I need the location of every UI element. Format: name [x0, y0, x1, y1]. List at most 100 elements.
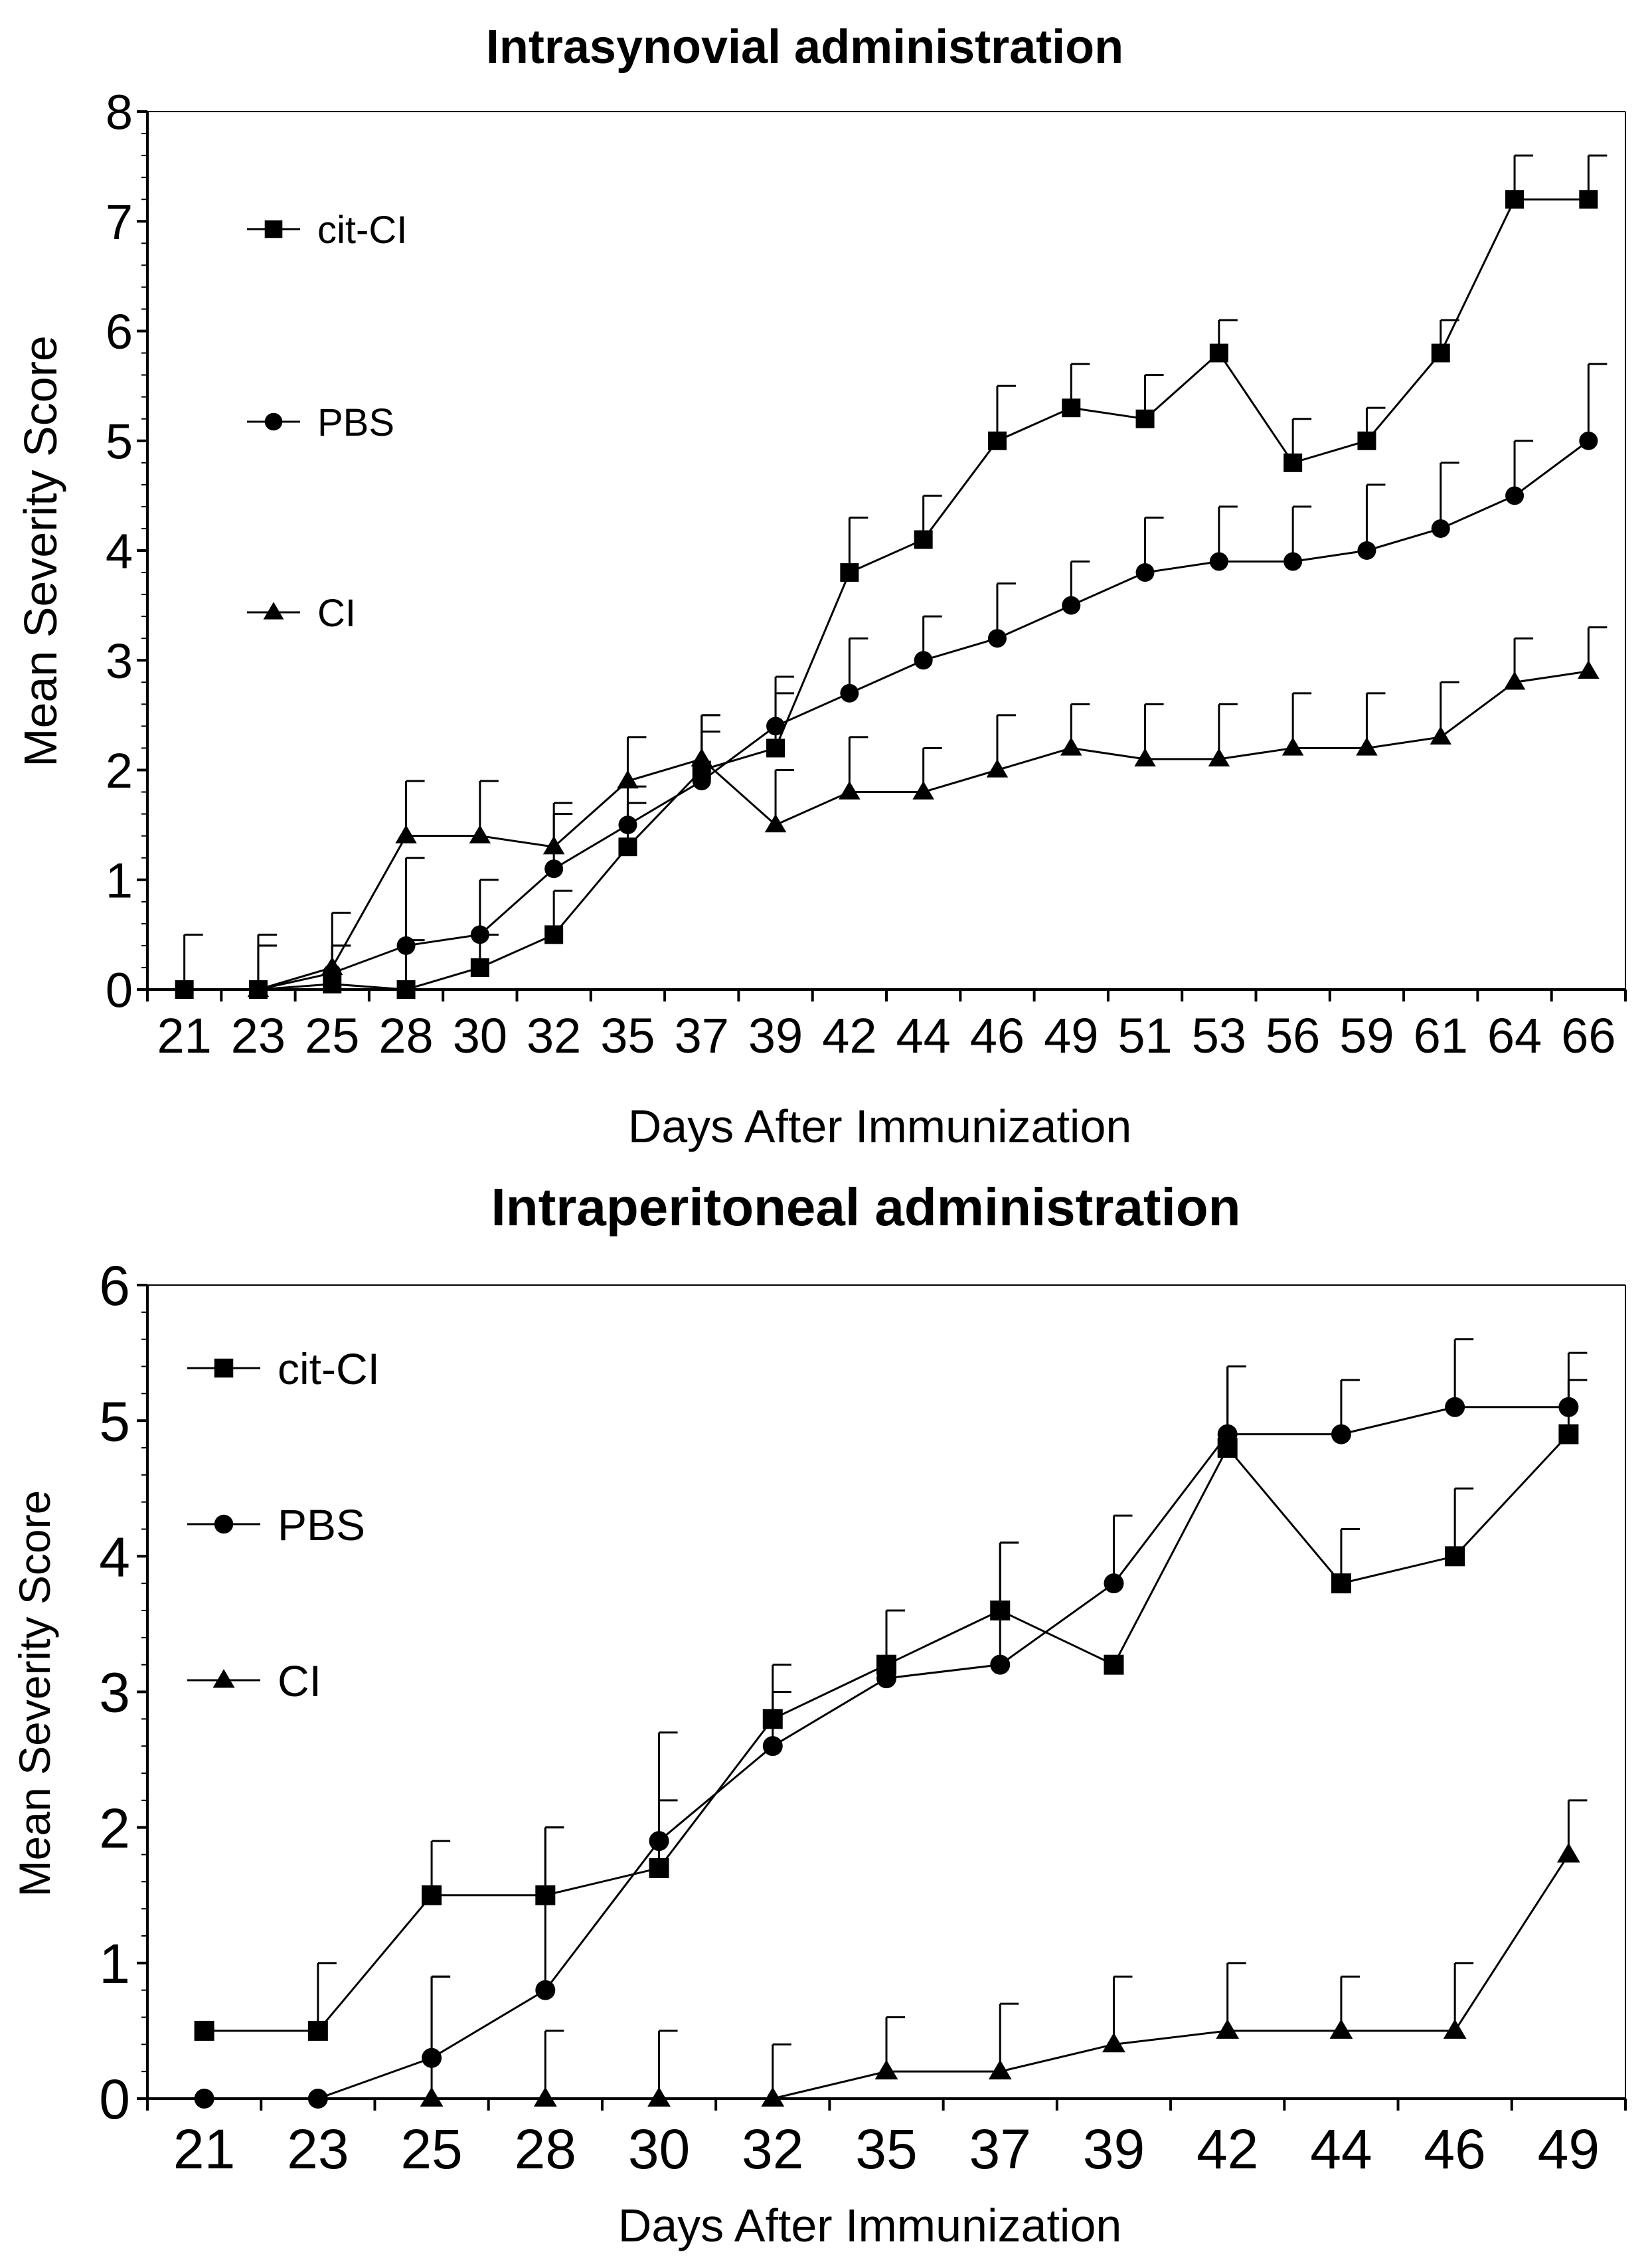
data-point: [1357, 541, 1376, 560]
data-point: [1060, 737, 1082, 756]
y-tick-label: 5: [106, 414, 133, 469]
data-point: [761, 2087, 785, 2107]
data-point: [1209, 343, 1228, 363]
legend-marker: [263, 602, 284, 620]
data-point: [420, 2087, 444, 2107]
x-tick-label: 32: [527, 1008, 581, 1063]
x-tick-label: 66: [1561, 1008, 1615, 1063]
y-axis-label: Mean Severity Score: [10, 1490, 59, 1897]
data-point: [762, 1736, 783, 1757]
data-point: [1503, 671, 1526, 690]
y-tick-label: 0: [106, 963, 133, 1018]
data-point: [395, 825, 417, 843]
data-point: [1283, 453, 1303, 472]
x-tick-label: 30: [453, 1008, 507, 1063]
x-tick-label: 28: [515, 2118, 576, 2180]
data-point: [840, 563, 859, 582]
chart-intraperitoneal: Intraperitoneal administration Days Afte…: [10, 1177, 1627, 2251]
legend-label: CI: [317, 592, 356, 635]
legend-item-cit-ci: cit-CI: [187, 1344, 380, 1393]
data-point: [247, 978, 270, 998]
data-point: [194, 2020, 214, 2041]
data-point: [175, 980, 194, 999]
data-point: [691, 748, 712, 767]
series-line: [204, 1433, 1570, 2032]
data-point: [1217, 1424, 1238, 1444]
x-tick-label: 59: [1339, 1008, 1394, 1063]
x-tick-label: 56: [1266, 1008, 1320, 1063]
data-point: [1331, 1424, 1351, 1444]
data-point: [1445, 1397, 1465, 1417]
x-tick-label: 32: [742, 2118, 803, 2180]
y-tick-label: 7: [106, 195, 133, 250]
x-tick-label: 25: [305, 1008, 359, 1063]
data-point: [1556, 1842, 1580, 1863]
data-point: [1102, 2032, 1125, 2053]
x-tick-label: 35: [855, 2118, 917, 2180]
data-point: [321, 956, 343, 976]
data-point: [1356, 737, 1378, 756]
x-tick-label: 44: [896, 1008, 950, 1063]
data-point: [1216, 2019, 1240, 2039]
legend-label: cit-CI: [278, 1344, 380, 1393]
data-point: [840, 683, 859, 703]
data-point: [533, 2087, 557, 2107]
data-point: [987, 629, 1007, 648]
data-point: [469, 825, 491, 843]
data-point: [990, 1654, 1011, 1675]
y-axis-label: Mean Severity Score: [15, 335, 66, 767]
legend-item-cit-ci: cit-CI: [247, 209, 407, 252]
x-tick-label: 30: [628, 2118, 690, 2180]
legend-marker: [214, 1514, 234, 1534]
data-point: [1135, 563, 1155, 582]
legend-item-ci: CI: [187, 1656, 321, 1705]
series-line: [184, 198, 1589, 991]
data-point: [1281, 737, 1304, 756]
data-point: [422, 1885, 442, 1905]
x-tick-label: 42: [822, 1008, 876, 1063]
series-cit-ci: [175, 154, 1608, 999]
y-tick-label: 3: [99, 1662, 130, 1724]
data-point: [544, 925, 564, 944]
data-point: [396, 980, 416, 999]
chart-intrasynovial: Intrasynovial administration Days After …: [15, 21, 1627, 1152]
data-point: [876, 1668, 896, 1689]
data-point: [986, 759, 1009, 778]
data-point: [649, 1858, 669, 1878]
data-point: [1430, 726, 1451, 745]
data-point: [1443, 2019, 1467, 2039]
data-point: [1329, 2019, 1353, 2039]
data-point: [535, 1980, 556, 2000]
series-ci: [247, 626, 1608, 998]
chart-title: Intraperitoneal administration: [491, 1177, 1240, 1237]
x-tick-label: 37: [675, 1008, 729, 1063]
data-point: [764, 814, 787, 833]
data-point: [1135, 409, 1155, 428]
data-point: [470, 925, 489, 944]
legend-item-pbs: PBS: [247, 401, 394, 444]
x-tick-label: 28: [378, 1008, 433, 1063]
data-point: [1209, 552, 1228, 571]
x-tick-label: 23: [231, 1008, 286, 1063]
data-point: [1431, 519, 1450, 538]
data-point: [396, 936, 416, 955]
data-point: [912, 781, 934, 800]
data-point: [307, 2089, 328, 2109]
legend-item-pbs: PBS: [187, 1500, 365, 1549]
data-point: [618, 837, 637, 857]
data-point: [307, 2020, 328, 2041]
x-tick-label: 46: [1424, 2118, 1485, 2180]
x-tick-label: 46: [970, 1008, 1025, 1063]
y-tick-label: 6: [99, 1255, 130, 1317]
x-tick-label: 51: [1117, 1008, 1172, 1063]
data-point: [647, 2087, 671, 2107]
x-tick-label: 35: [600, 1008, 655, 1063]
x-axis-label: Days After Immunization: [628, 1100, 1132, 1152]
data-point: [987, 431, 1007, 450]
data-point: [1505, 486, 1525, 505]
series-cit-ci: [194, 1365, 1588, 2041]
x-tick-label: 39: [748, 1008, 803, 1063]
data-point: [470, 958, 489, 977]
y-tick-label: 1: [99, 1933, 130, 1995]
data-point: [914, 651, 933, 670]
